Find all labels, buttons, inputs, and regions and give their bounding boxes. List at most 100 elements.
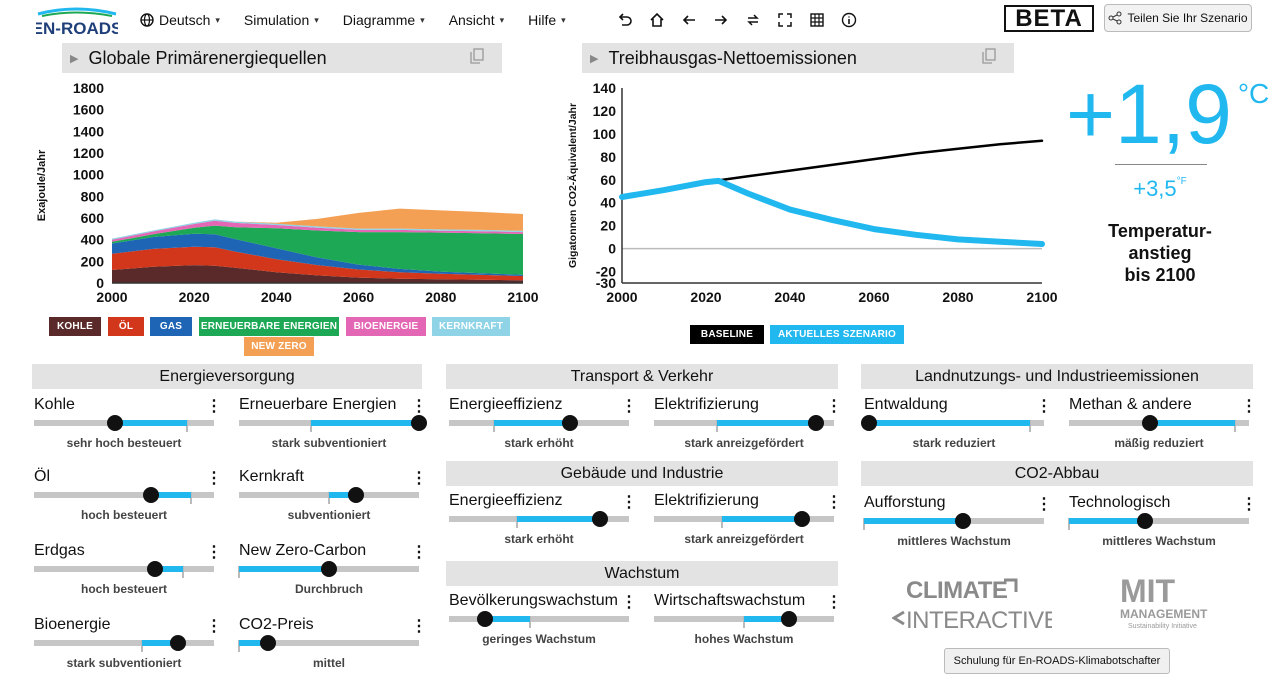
- chart-header-energy[interactable]: ▶ Globale Primärenergiequellen: [62, 43, 502, 73]
- slider-track[interactable]: [34, 487, 214, 504]
- slider-deforestation[interactable]: Entwaldung ⋮ stark reduziert: [861, 396, 1054, 466]
- slider-natural-gas[interactable]: Erdgas ⋮ hoch besteuert: [34, 542, 224, 612]
- slider-handle[interactable]: [808, 415, 824, 431]
- slider-track[interactable]: [861, 415, 1044, 432]
- slider-handle[interactable]: [170, 635, 186, 651]
- compare-icon[interactable]: [744, 11, 762, 29]
- kebab-menu-icon[interactable]: ⋮: [411, 544, 427, 561]
- slider-track[interactable]: [34, 415, 214, 432]
- slider-track[interactable]: [654, 511, 834, 528]
- slider-handle[interactable]: [143, 487, 159, 503]
- slider-track[interactable]: [449, 611, 629, 628]
- slider-track[interactable]: [238, 635, 419, 652]
- slider-handle[interactable]: [146, 561, 163, 577]
- menu-help[interactable]: Hilfe ▾: [528, 12, 566, 28]
- legend-renewables[interactable]: ERNEUERBARE ENERGIEN: [199, 317, 339, 336]
- ambassador-training-button[interactable]: Schulung für En-ROADS-Klimabotschafter: [944, 648, 1170, 674]
- slider-handle[interactable]: [321, 561, 337, 577]
- kebab-menu-icon[interactable]: ⋮: [826, 494, 842, 511]
- legend-gas[interactable]: GAS: [150, 317, 192, 336]
- menu-language[interactable]: Deutsch ▾: [140, 12, 220, 28]
- kebab-menu-icon[interactable]: ⋮: [826, 398, 842, 415]
- legend-nuclear[interactable]: KERNKRAFT: [432, 317, 510, 336]
- slider-handle[interactable]: [793, 511, 810, 527]
- slider-handle[interactable]: [107, 415, 123, 431]
- slider-handle[interactable]: [861, 415, 878, 431]
- slider-track[interactable]: [654, 611, 834, 628]
- slider-track[interactable]: [239, 415, 427, 432]
- slider-technological-removal[interactable]: Technologisch ⋮ mittleres Wachstum: [1068, 494, 1259, 564]
- slider-bioenergy[interactable]: Bioenergie ⋮ stark subventioniert: [34, 616, 224, 686]
- slider-new-zero-carbon[interactable]: New Zero-Carbon ⋮ Durchbruch: [238, 542, 429, 612]
- slider-handle[interactable]: [1136, 513, 1153, 529]
- slider-nuclear[interactable]: Kernkraft ⋮ subventioniert: [239, 468, 429, 538]
- slider-track[interactable]: [1068, 513, 1249, 530]
- legend-bioenergy[interactable]: BIOENERGIE: [346, 317, 426, 336]
- fullscreen-icon[interactable]: [776, 11, 794, 29]
- slider-track[interactable]: [238, 561, 419, 578]
- kebab-menu-icon[interactable]: ⋮: [621, 594, 637, 611]
- slider-buildings-electrification[interactable]: Elektrifizierung ⋮ stark anreizgefördert: [654, 492, 844, 562]
- kebab-menu-icon[interactable]: ⋮: [411, 470, 427, 487]
- kebab-menu-icon[interactable]: ⋮: [411, 398, 427, 415]
- kebab-menu-icon[interactable]: ⋮: [1036, 496, 1052, 513]
- legend-current-scenario[interactable]: AKTUELLES SZENARIO: [770, 325, 904, 344]
- slider-transport-electrification[interactable]: Elektrifizierung ⋮ stark anreizgefördert: [654, 396, 844, 466]
- slider-handle[interactable]: [955, 513, 971, 529]
- slider-track[interactable]: [654, 415, 834, 432]
- copy-icon[interactable]: [982, 47, 996, 69]
- legend-coal[interactable]: KOHLE: [49, 317, 101, 336]
- slider-track[interactable]: [449, 415, 629, 432]
- slider-afforestation[interactable]: Aufforstung ⋮ mittleres Wachstum: [863, 494, 1054, 564]
- slider-coal[interactable]: Kohle ⋮ sehr hoch besteuert: [34, 396, 224, 466]
- kebab-menu-icon[interactable]: ⋮: [206, 618, 222, 635]
- share-scenario-button[interactable]: Teilen Sie Ihr Szenario: [1104, 4, 1252, 32]
- slider-handle[interactable]: [477, 611, 493, 627]
- slider-track[interactable]: [239, 487, 419, 504]
- climate-interactive-logo[interactable]: CLIMATE INTERACTIVE: [891, 572, 1060, 634]
- slider-handle[interactable]: [1142, 415, 1158, 431]
- slider-buildings-efficiency[interactable]: Energieeffizienz ⋮ stark erhöht: [449, 492, 639, 562]
- mit-management-logo[interactable]: MIT MANAGEMENT Sustainability Initiative: [1112, 572, 1222, 632]
- kebab-menu-icon[interactable]: ⋮: [621, 494, 637, 511]
- menu-charts[interactable]: Diagramme ▾: [343, 12, 425, 28]
- kebab-menu-icon[interactable]: ⋮: [411, 618, 427, 635]
- kebab-menu-icon[interactable]: ⋮: [206, 470, 222, 487]
- slider-track[interactable]: [863, 513, 1044, 530]
- copy-icon[interactable]: [470, 47, 484, 69]
- slider-handle[interactable]: [348, 487, 364, 503]
- kebab-menu-icon[interactable]: ⋮: [826, 594, 842, 611]
- undo-icon[interactable]: [616, 11, 634, 29]
- slider-carbon-price[interactable]: CO2-Preis ⋮ mittel: [238, 616, 429, 686]
- kebab-menu-icon[interactable]: ⋮: [1036, 398, 1052, 415]
- slider-handle[interactable]: [781, 611, 797, 627]
- menu-simulation[interactable]: Simulation ▾: [244, 12, 319, 28]
- kebab-menu-icon[interactable]: ⋮: [621, 398, 637, 415]
- slider-economic-growth[interactable]: Wirtschaftswachstum ⋮ hohes Wachstum: [654, 592, 844, 662]
- chart-header-emissions[interactable]: ▶ Treibhausgas-Nettoemissionen: [582, 43, 1014, 73]
- legend-oil[interactable]: ÖL: [108, 317, 144, 336]
- forward-icon[interactable]: [712, 11, 730, 29]
- legend-new-zero[interactable]: NEW ZERO: [244, 337, 314, 356]
- kebab-menu-icon[interactable]: ⋮: [1241, 496, 1257, 513]
- slider-transport-efficiency[interactable]: Energieeffizienz ⋮ stark erhöht: [449, 396, 639, 466]
- expand-triangle-icon[interactable]: ▶: [590, 52, 599, 65]
- slider-handle[interactable]: [411, 415, 427, 431]
- menu-view[interactable]: Ansicht ▾: [449, 12, 504, 28]
- slider-population-growth[interactable]: Bevölkerungswachstum ⋮ geringes Wachstum: [449, 592, 639, 662]
- legend-baseline[interactable]: BASELINE: [690, 325, 764, 344]
- slider-handle[interactable]: [592, 511, 609, 527]
- back-icon[interactable]: [680, 11, 698, 29]
- en-roads-logo[interactable]: EN-ROADS: [32, 6, 122, 38]
- slider-methane[interactable]: Methan & andere ⋮ mäßig reduziert: [1069, 396, 1259, 466]
- kebab-menu-icon[interactable]: ⋮: [206, 544, 222, 561]
- kebab-menu-icon[interactable]: ⋮: [206, 398, 222, 415]
- slider-track[interactable]: [34, 635, 214, 652]
- slider-track[interactable]: [34, 561, 214, 578]
- expand-triangle-icon[interactable]: ▶: [70, 52, 79, 65]
- info-icon[interactable]: [840, 11, 858, 29]
- slider-track[interactable]: [449, 511, 629, 528]
- slider-track[interactable]: [1069, 415, 1249, 432]
- slider-handle[interactable]: [259, 635, 276, 651]
- kebab-menu-icon[interactable]: ⋮: [1241, 398, 1257, 415]
